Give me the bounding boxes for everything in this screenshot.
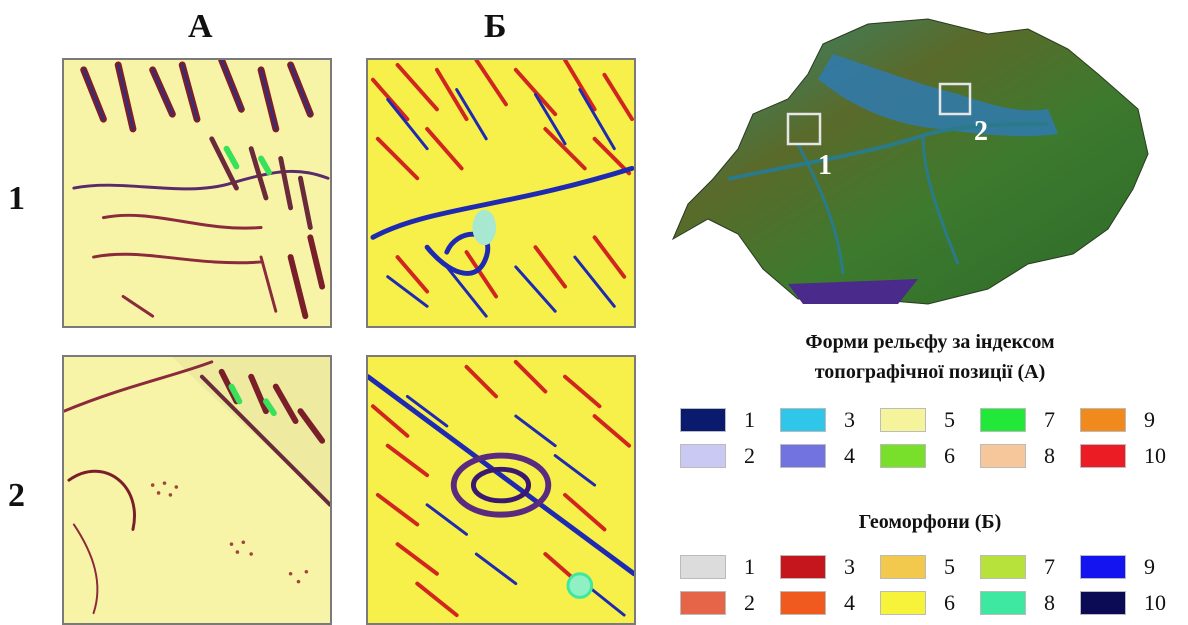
row-header-1: 1 (8, 180, 25, 217)
legend-a-label: 2 (744, 443, 755, 468)
legend-b-swatch (780, 591, 826, 615)
legend-b-swatch (780, 555, 826, 579)
legend-b-label: 9 (1144, 554, 1155, 579)
regional-elevation-map: 1 2 (668, 14, 1168, 314)
row-header-2: 2 (8, 477, 25, 514)
legend-a-swatch (880, 408, 926, 432)
legend-a-label: 10 (1144, 443, 1166, 468)
legend-a-label: 7 (1044, 407, 1055, 432)
legend-b-label: 8 (1044, 590, 1055, 615)
legend-a-row-2: 2 4 6 8 10 (680, 441, 1180, 471)
legend-a-row-1: 1 3 5 7 9 (680, 405, 1180, 435)
legend-b-swatch (880, 591, 926, 615)
legend-b-label: 2 (744, 590, 755, 615)
legend-a-swatch (980, 444, 1026, 468)
legend-b-label: 4 (844, 590, 855, 615)
legend-a-swatch (680, 408, 726, 432)
panel-b1-geomorphon-map (366, 58, 636, 328)
legend-a-swatch (780, 408, 826, 432)
legend-b-swatch (1080, 555, 1126, 579)
legend-a-swatch (680, 444, 726, 468)
legend-b-swatch (680, 591, 726, 615)
legend-b-swatch (1080, 591, 1126, 615)
legend-b-swatch (680, 555, 726, 579)
legend-a-swatch (880, 444, 926, 468)
legend-b-label: 6 (944, 590, 955, 615)
column-header-a: А (188, 8, 213, 45)
panel-a2-tpi-map (62, 355, 332, 625)
study-area-box-2 (938, 82, 972, 116)
region-outline (671, 18, 1149, 305)
legend-b-swatch (980, 591, 1026, 615)
legend-a-swatch (780, 444, 826, 468)
legend-a-label: 4 (844, 443, 855, 468)
panel-b2-geomorphon-map (366, 355, 636, 625)
legend-a-label: 9 (1144, 407, 1155, 432)
legend-b-label: 10 (1144, 590, 1166, 615)
panel-a1-tpi-map (62, 58, 332, 328)
legend-b-swatch (880, 555, 926, 579)
legend-a-label: 1 (744, 407, 755, 432)
legend-b-row-1: 1 3 5 7 9 (680, 552, 1180, 582)
legend-b-label: 5 (944, 554, 955, 579)
legend-b-swatch (980, 555, 1026, 579)
legend-b-label: 7 (1044, 554, 1055, 579)
legend-b-title: Геоморфони (Б) (858, 511, 1002, 533)
legend-b-label: 1 (744, 554, 755, 579)
study-area-box-1 (786, 112, 822, 146)
study-area-label-1: 1 (818, 150, 832, 181)
column-header-b: Б (484, 8, 507, 45)
study-area-label-2: 2 (974, 116, 988, 147)
legend-a-swatch (1080, 444, 1126, 468)
legend-a-label: 8 (1044, 443, 1055, 468)
legend-a-title-line1: Форми рельєфу за індексом (805, 331, 1055, 353)
legend-a-label: 6 (944, 443, 955, 468)
legend-a-label: 3 (844, 407, 855, 432)
legend-a-swatch (1080, 408, 1126, 432)
legend-b-row-2: 2 4 6 8 10 (680, 588, 1180, 618)
legend-b-label: 3 (844, 554, 855, 579)
legend-a-label: 5 (944, 407, 955, 432)
legend-a-swatch (980, 408, 1026, 432)
legend-a-title-line2: топографічної позиції (А) (814, 361, 1046, 383)
river-valley (818, 54, 1058, 137)
